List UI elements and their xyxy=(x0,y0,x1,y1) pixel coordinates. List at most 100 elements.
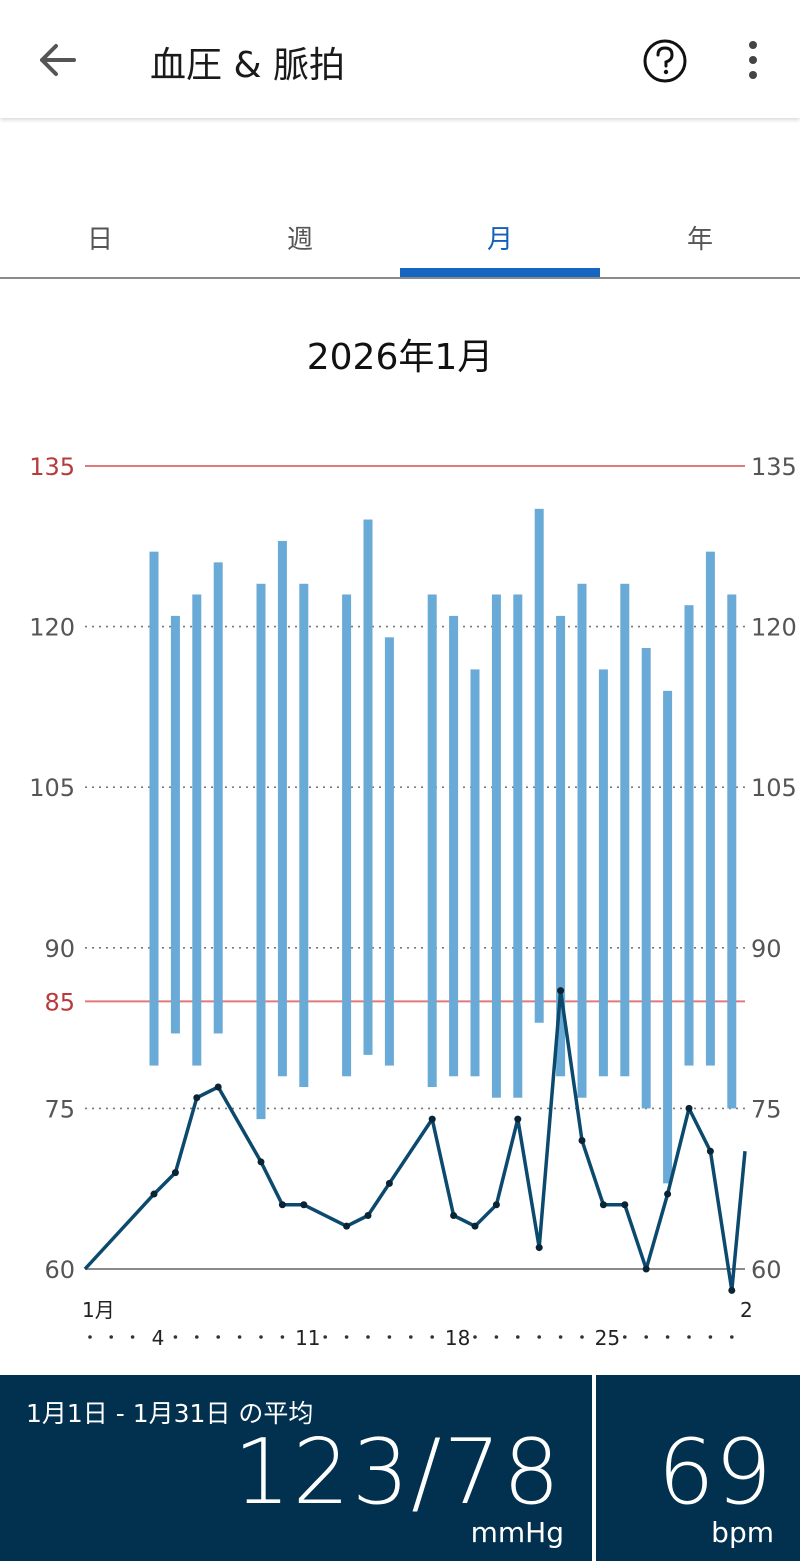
bp-range-bar xyxy=(277,540,287,1077)
x-day-dot xyxy=(259,1335,263,1339)
x-day-dot xyxy=(216,1335,220,1339)
y-tick-label-right: 90 xyxy=(751,935,782,963)
tab-week[interactable]: 週 xyxy=(286,225,313,255)
bp-pulse-chart[interactable]: 60 75 90 105 120 135 85 60 75 90 105 120 135 1月 4 11 18 2… xyxy=(0,420,800,1370)
bp-range-bar xyxy=(449,615,459,1077)
pulse-point xyxy=(364,1211,372,1219)
arrow-left-icon xyxy=(40,44,76,76)
pulse-point xyxy=(257,1158,265,1166)
bp-range-bar xyxy=(363,519,373,1055)
bp-range-bar xyxy=(470,669,480,1077)
bp-range-bar xyxy=(727,594,737,1109)
bp-range-bar xyxy=(342,594,352,1077)
x-tick-label: 18 xyxy=(445,1326,470,1350)
back-button[interactable] xyxy=(30,38,86,82)
x-day-dot xyxy=(173,1335,178,1339)
active-tab-indicator xyxy=(400,268,600,277)
pulse-point xyxy=(193,1094,201,1102)
x-tick-label: 11 xyxy=(295,1326,320,1350)
average-period-label: 1月1日 - 1月31日 の平均 xyxy=(26,1399,314,1428)
x-day-dot xyxy=(409,1335,413,1339)
x-day-dot xyxy=(109,1335,113,1339)
x-day-dot xyxy=(623,1335,627,1339)
y-tick-label-right: 105 xyxy=(751,774,797,802)
bp-range-bar xyxy=(213,562,223,1034)
x-day-dot xyxy=(130,1335,135,1339)
pulse-unit-label: bpm xyxy=(711,1516,774,1549)
bp-range-bar xyxy=(705,551,715,1066)
pulse-point xyxy=(214,1083,222,1091)
x-day-dot xyxy=(558,1335,563,1339)
bp-range-bar xyxy=(641,648,651,1109)
x-tick-label: 25 xyxy=(595,1326,620,1350)
period-tabs: 日 週 月 年 xyxy=(0,200,800,278)
y-tick-label-right: 135 xyxy=(751,453,797,481)
more-options-button[interactable] xyxy=(735,36,775,86)
x-day-dot xyxy=(580,1335,584,1339)
pulse-point xyxy=(578,1137,586,1145)
pulse-point xyxy=(343,1222,351,1230)
tab-year[interactable]: 年 xyxy=(686,225,713,255)
x-day-dot xyxy=(344,1335,349,1339)
y-tick-label-left: 90 xyxy=(44,935,75,963)
x-tick-label: 4 xyxy=(152,1326,165,1350)
help-button[interactable] xyxy=(640,36,690,86)
x-day-dot xyxy=(88,1335,92,1339)
tab-month[interactable]: 月 xyxy=(486,225,513,255)
y-tick-label-right: 60 xyxy=(751,1256,782,1284)
pulse-point xyxy=(557,987,565,995)
x-day-dot xyxy=(387,1335,392,1339)
x-day-dot xyxy=(323,1335,328,1339)
bp-range-bar xyxy=(170,615,180,1034)
pulse-point xyxy=(621,1201,629,1209)
x-day-dot xyxy=(195,1335,199,1339)
pulse-point xyxy=(385,1179,393,1187)
x-day-dot xyxy=(237,1335,242,1339)
y-tick-label-left: 60 xyxy=(44,1256,75,1284)
period-title: 2026年1月 xyxy=(306,337,494,378)
y-tick-label-right: 120 xyxy=(751,614,797,642)
y-tick-label-right: 75 xyxy=(751,1095,782,1123)
pulse-point xyxy=(728,1286,736,1294)
page-title: 血圧 & 脈拍 xyxy=(150,45,345,86)
bp-range-bar xyxy=(534,508,544,1023)
y-tick-label-left: 75 xyxy=(44,1095,75,1123)
x-day-dot xyxy=(665,1335,670,1339)
x-day-dot xyxy=(537,1335,541,1339)
pulse-point xyxy=(471,1222,479,1230)
x-day-dot xyxy=(644,1335,648,1339)
tab-day[interactable]: 日 xyxy=(86,225,113,255)
x-day-dot xyxy=(516,1335,520,1339)
app-bar: 血圧 & 脈拍 xyxy=(0,0,800,118)
x-tick-label: 1月 xyxy=(82,1298,115,1322)
average-pulse-value: 69 xyxy=(657,1420,772,1525)
pulse-point xyxy=(664,1190,672,1198)
bp-range-bar xyxy=(427,594,437,1087)
pulse-point xyxy=(535,1244,543,1252)
help-circle-icon xyxy=(643,39,687,83)
tab-divider xyxy=(0,277,800,279)
bp-range-bar xyxy=(192,594,202,1066)
pulse-point xyxy=(706,1147,714,1155)
bp-range-bar xyxy=(577,583,587,1098)
bp-summary-panel xyxy=(0,1375,592,1561)
x-tick-label: 2 xyxy=(740,1298,753,1322)
pulse-point xyxy=(428,1115,436,1123)
bp-range-bar xyxy=(556,615,566,1077)
pulse-point xyxy=(300,1201,308,1209)
x-day-dot xyxy=(473,1335,477,1339)
bp-range-bar xyxy=(684,605,694,1066)
pulse-point xyxy=(150,1190,158,1198)
bp-range-bar xyxy=(299,583,309,1087)
bp-range-bar xyxy=(598,669,608,1077)
x-day-dot xyxy=(730,1335,734,1339)
pulse-point xyxy=(685,1104,693,1112)
pulse-point xyxy=(599,1201,607,1209)
y-tick-label-left: 135 xyxy=(29,453,75,481)
bp-unit-label: mmHg xyxy=(470,1516,564,1549)
x-day-dot xyxy=(280,1335,285,1339)
more-vertical-icon xyxy=(749,41,757,79)
summary-divider xyxy=(592,1375,596,1561)
bp-range-bar xyxy=(491,594,501,1098)
bp-range-bar xyxy=(663,690,673,1184)
